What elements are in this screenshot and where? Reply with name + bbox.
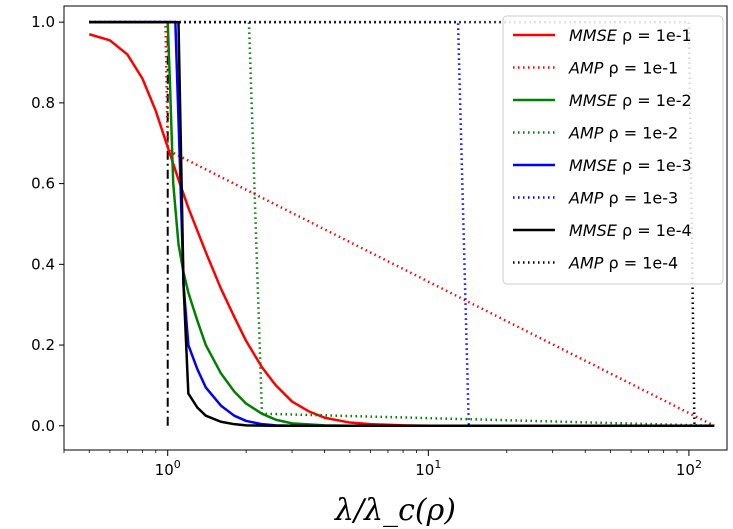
legend-entry: AMP ρ = 1e-3 <box>568 189 678 208</box>
series-line-4 <box>89 20 715 428</box>
legend-entry: AMP ρ = 1e-1 <box>568 59 678 78</box>
legend-entry: AMP ρ = 1e-2 <box>568 124 678 143</box>
y-tick-label: 0.8 <box>31 94 55 112</box>
y-tick-label: 0.6 <box>31 175 55 193</box>
x-tick-label: 101 <box>415 458 441 479</box>
legend-entry: MMSE ρ = 1e-1 <box>569 26 692 45</box>
legend-entry: MMSE ρ = 1e-3 <box>569 156 692 175</box>
x-axis-title: λ/λ_c(ρ) <box>334 493 456 528</box>
axes: 0.0 0.2 0.4 0.6 0.8 1.0 100 101 102 <box>31 5 728 479</box>
series-line-7 <box>89 20 715 428</box>
y-tick-label: 0.2 <box>31 336 55 354</box>
legend-entry: AMP ρ = 1e-4 <box>568 254 678 273</box>
legend-box <box>502 15 724 285</box>
x-tick-label: 100 <box>155 458 181 479</box>
series-line-3 <box>89 20 715 428</box>
y-tick-label: 1.0 <box>31 13 55 31</box>
legend-entry: MMSE ρ = 1e-4 <box>569 221 692 240</box>
y-tick-label: 0.4 <box>31 255 55 273</box>
plot-frame <box>63 5 728 451</box>
legend-entry: MMSE ρ = 1e-2 <box>569 91 692 110</box>
legend: MMSE ρ = 1e-1 AMP ρ = 1e-1 MMSE ρ = 1e-2 AM… <box>502 15 724 285</box>
y-tick-label: 0.0 <box>31 417 55 435</box>
x-tick-label: 102 <box>676 458 702 479</box>
